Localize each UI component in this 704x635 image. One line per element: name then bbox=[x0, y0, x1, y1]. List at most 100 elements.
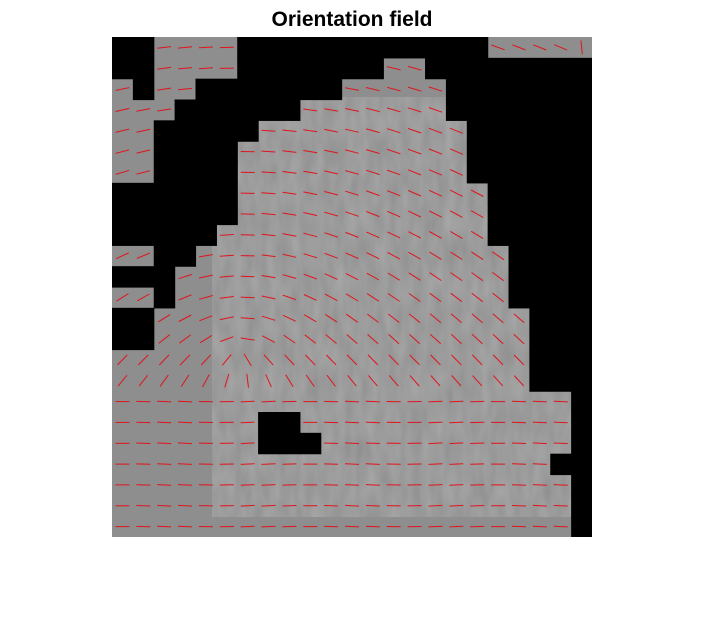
mask-block bbox=[571, 328, 592, 351]
orientation-line bbox=[345, 211, 359, 217]
orientation-line bbox=[115, 169, 130, 175]
orientation-line bbox=[365, 505, 380, 507]
orientation-line bbox=[388, 375, 399, 387]
orientation-line bbox=[136, 442, 151, 444]
orientation-line bbox=[388, 334, 400, 345]
orientation-line bbox=[158, 334, 171, 344]
mask-block bbox=[508, 57, 530, 80]
orientation-line bbox=[532, 421, 547, 424]
orientation-line bbox=[219, 275, 234, 278]
orientation-line bbox=[450, 333, 462, 345]
orientation-line bbox=[387, 293, 400, 302]
orientation-line bbox=[430, 354, 441, 366]
orientation-line bbox=[346, 334, 358, 344]
mask-block bbox=[571, 516, 592, 537]
orientation-line bbox=[449, 421, 464, 424]
mask-block bbox=[571, 412, 592, 434]
mask-block bbox=[216, 141, 238, 163]
orientation-line bbox=[136, 108, 151, 112]
orientation-line bbox=[138, 354, 149, 366]
orientation-line bbox=[282, 314, 296, 322]
mask-block bbox=[195, 162, 217, 184]
orientation-line bbox=[198, 46, 213, 49]
orientation-line bbox=[198, 67, 213, 70]
orientation-line bbox=[324, 191, 339, 196]
orientation-line bbox=[470, 189, 484, 197]
mask-block bbox=[237, 99, 259, 121]
orientation-line bbox=[513, 333, 525, 345]
mask-block bbox=[466, 78, 489, 101]
orientation-line bbox=[240, 296, 255, 299]
mask-block bbox=[278, 432, 301, 455]
orientation-line bbox=[492, 271, 504, 282]
mask-block bbox=[550, 328, 572, 351]
mask-block bbox=[278, 57, 301, 80]
orientation-line bbox=[407, 169, 422, 176]
orientation-line bbox=[366, 169, 380, 175]
orientation-line bbox=[513, 313, 525, 324]
orientation-line bbox=[282, 233, 297, 237]
mask-block bbox=[571, 474, 592, 496]
mask-block bbox=[237, 57, 259, 80]
mask-block bbox=[153, 203, 176, 226]
orientation-line bbox=[305, 354, 316, 366]
orientation-line bbox=[365, 442, 380, 444]
orientation-line bbox=[532, 400, 547, 403]
orientation-line bbox=[409, 334, 421, 345]
orientation-line bbox=[429, 313, 442, 324]
orientation-line bbox=[450, 292, 463, 303]
orientation-line bbox=[449, 463, 464, 465]
orientation-line bbox=[365, 128, 380, 134]
mask-block bbox=[550, 266, 572, 288]
mask-block bbox=[153, 162, 176, 184]
orientation-line bbox=[177, 421, 193, 424]
orientation-line bbox=[450, 251, 463, 260]
mask-block bbox=[216, 182, 238, 205]
orientation-line bbox=[324, 442, 339, 444]
mask-block bbox=[550, 203, 572, 226]
orientation-line bbox=[261, 192, 276, 195]
mask-block bbox=[237, 120, 259, 142]
orientation-line bbox=[199, 334, 213, 344]
mask-block bbox=[341, 57, 364, 80]
orientation-line bbox=[261, 295, 276, 300]
mask-block bbox=[362, 57, 384, 80]
orientation-line bbox=[428, 86, 443, 92]
mask-block bbox=[550, 78, 572, 101]
mask-block bbox=[508, 224, 530, 246]
mask-block bbox=[258, 57, 280, 80]
orientation-line bbox=[283, 334, 296, 344]
orientation-lines bbox=[115, 40, 583, 528]
orientation-line bbox=[157, 108, 172, 112]
mask-block bbox=[571, 349, 592, 371]
mask-block bbox=[153, 245, 176, 267]
mask-block bbox=[132, 307, 155, 330]
mask-block bbox=[550, 370, 572, 392]
orientation-line bbox=[157, 484, 172, 486]
orientation-line bbox=[178, 46, 193, 49]
orientation-line bbox=[157, 504, 172, 507]
orientation-line bbox=[303, 314, 317, 323]
orientation-line bbox=[261, 463, 276, 465]
orientation-line bbox=[408, 190, 422, 197]
orientation-line bbox=[219, 254, 234, 257]
orientation-line bbox=[177, 504, 193, 507]
orientation-line bbox=[285, 374, 294, 387]
mask-block bbox=[529, 328, 551, 351]
orientation-line bbox=[282, 505, 297, 507]
orientation-line bbox=[388, 354, 399, 366]
mask-block bbox=[258, 432, 280, 455]
mask-block bbox=[174, 245, 197, 267]
mask-block bbox=[466, 162, 489, 184]
orientation-line bbox=[325, 334, 337, 344]
orientation-line bbox=[428, 148, 443, 155]
orientation-line bbox=[344, 442, 360, 445]
orientation-line bbox=[428, 210, 442, 218]
mask-block bbox=[508, 287, 530, 309]
mask-block bbox=[487, 182, 510, 205]
orientation-line bbox=[240, 525, 255, 528]
orientation-line bbox=[345, 149, 359, 154]
mask-block bbox=[550, 120, 572, 142]
mask-block bbox=[487, 141, 510, 163]
mask-block bbox=[466, 120, 489, 142]
